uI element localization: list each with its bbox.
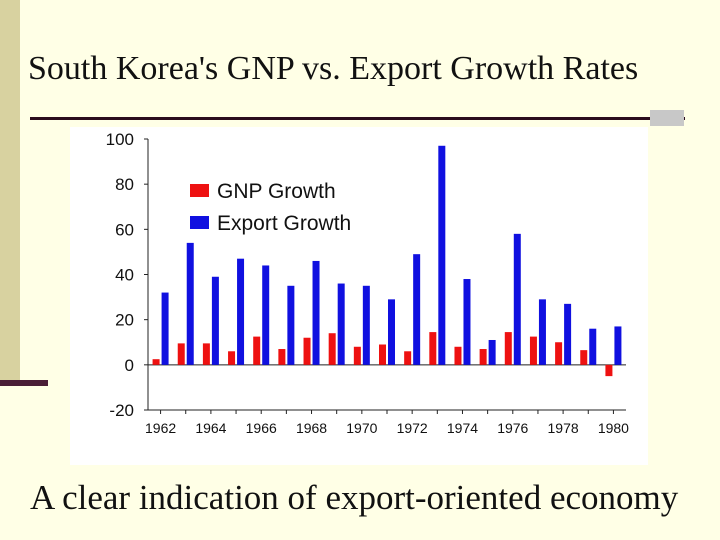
gnp-bar-1978: [555, 342, 563, 365]
gnp-bar-1972: [404, 351, 412, 365]
gnp-bar-1980: [605, 364, 613, 377]
y-axis-ticks: 100 80 60 40 20 0 -20: [106, 130, 148, 420]
export-bar-1977: [538, 299, 546, 365]
export-bar-1969: [337, 283, 345, 365]
gnp-bar-1979: [580, 350, 588, 365]
export-bar-1970: [362, 285, 370, 365]
export-bar-1973: [438, 145, 446, 365]
export-bar-1967: [287, 285, 295, 365]
left-decor-bar: [0, 0, 20, 386]
export-bar-1965: [237, 258, 245, 365]
y-tick-label: 80: [115, 175, 134, 194]
y-tick-label: 100: [106, 130, 134, 149]
divider-accent: [650, 110, 684, 126]
legend-gnp-label: GNP Growth: [217, 180, 336, 203]
x-tick-label: 1970: [346, 420, 377, 436]
gnp-bar-1969: [328, 333, 336, 365]
legend-export-label: Export Growth: [217, 212, 351, 235]
export-bar-1972: [413, 254, 421, 365]
x-tick-label: 1972: [397, 420, 428, 436]
export-bar-1978: [564, 303, 572, 365]
slide-caption: A clear indication of export-oriented ec…: [30, 478, 679, 517]
y-tick-label: 0: [125, 356, 134, 375]
export-bar-1966: [262, 265, 270, 365]
y-tick-label: -20: [109, 401, 134, 420]
legend-export-swatch: [190, 216, 209, 229]
y-tick-label: 40: [115, 266, 134, 285]
x-tick-label: 1980: [598, 420, 629, 436]
gnp-bar-1962: [152, 359, 160, 365]
gnp-bar-1968: [303, 337, 311, 365]
x-tick-label: 1974: [447, 420, 478, 436]
bar-chart: 100 80 60 40 20 0 -20 1962 1964 1966 1968 1970 1972…: [106, 130, 630, 436]
gnp-bar-1970: [353, 346, 361, 365]
export-bar-1964: [211, 276, 219, 365]
gnp-bar-1964: [202, 343, 210, 365]
x-tick-label: 1966: [246, 420, 277, 436]
chart-panel: 100 80 60 40 20 0 -20 1962 1964 1966 1968 1970 1972…: [70, 127, 648, 465]
x-tick-label: 1968: [296, 420, 327, 436]
x-tick-label: 1962: [145, 420, 176, 436]
gnp-bar-1967: [278, 349, 286, 365]
gnp-bar-1973: [429, 332, 437, 365]
export-bar-1974: [463, 279, 471, 365]
gnp-bar-1963: [177, 343, 185, 365]
slide-title: South Korea's GNP vs. Export Growth Rate…: [28, 50, 639, 87]
gnp-bar-1974: [454, 346, 462, 365]
export-bar-1962: [161, 292, 169, 365]
export-bar-1971: [388, 299, 395, 365]
gnp-bar-1977: [529, 336, 537, 365]
y-tick-label: 20: [115, 311, 134, 330]
gnp-bar-1975: [479, 349, 487, 365]
gnp-bar-1971: [379, 344, 386, 365]
export-bar-1975: [488, 339, 496, 365]
title-divider: [30, 117, 685, 120]
left-decor-accent: [0, 380, 48, 386]
export-bar-1979: [589, 328, 597, 365]
y-tick-label: 60: [115, 220, 134, 239]
legend: GNP Growth Export Growth: [190, 180, 351, 235]
gnp-bar-1965: [228, 351, 236, 365]
x-axis-ticks: 1962 1964 1966 1968 1970 1972 1974 1976 1978 1980: [145, 410, 629, 436]
gnp-bar-1976: [504, 332, 512, 365]
x-tick-label: 1976: [497, 420, 528, 436]
export-bar-1976: [513, 233, 521, 365]
gnp-bar-1966: [253, 336, 261, 365]
bars: [152, 145, 622, 377]
legend-gnp-swatch: [190, 184, 209, 197]
x-tick-label: 1964: [195, 420, 226, 436]
x-tick-label: 1978: [548, 420, 579, 436]
export-bar-1980: [614, 326, 622, 365]
export-bar-1963: [186, 242, 194, 365]
export-bar-1968: [312, 260, 320, 365]
